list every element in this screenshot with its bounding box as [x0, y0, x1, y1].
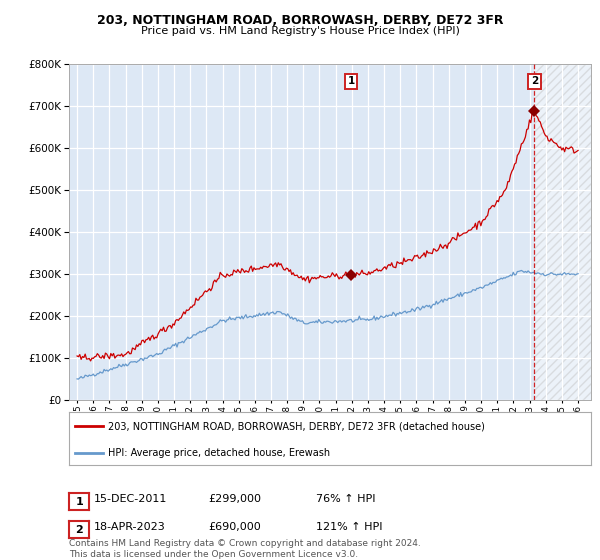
Text: 203, NOTTINGHAM ROAD, BORROWASH, DERBY, DE72 3FR (detached house): 203, NOTTINGHAM ROAD, BORROWASH, DERBY, … — [108, 422, 485, 432]
Text: £690,000: £690,000 — [208, 522, 261, 533]
Text: 2: 2 — [76, 525, 83, 535]
Bar — [534, 64, 591, 400]
Text: 203, NOTTINGHAM ROAD, BORROWASH, DERBY, DE72 3FR: 203, NOTTINGHAM ROAD, BORROWASH, DERBY, … — [97, 14, 503, 27]
Text: Price paid vs. HM Land Registry's House Price Index (HPI): Price paid vs. HM Land Registry's House … — [140, 26, 460, 36]
Text: 15-DEC-2011: 15-DEC-2011 — [94, 494, 167, 505]
Text: HPI: Average price, detached house, Erewash: HPI: Average price, detached house, Erew… — [108, 448, 330, 458]
Text: 18-APR-2023: 18-APR-2023 — [94, 522, 166, 533]
Text: This data is licensed under the Open Government Licence v3.0.: This data is licensed under the Open Gov… — [69, 550, 358, 559]
Text: 121% ↑ HPI: 121% ↑ HPI — [316, 522, 383, 533]
Text: Contains HM Land Registry data © Crown copyright and database right 2024.: Contains HM Land Registry data © Crown c… — [69, 539, 421, 548]
Text: 1: 1 — [76, 497, 83, 507]
Text: £299,000: £299,000 — [208, 494, 261, 505]
Text: 2: 2 — [530, 76, 538, 86]
Text: 1: 1 — [347, 76, 355, 86]
Text: 76% ↑ HPI: 76% ↑ HPI — [316, 494, 376, 505]
